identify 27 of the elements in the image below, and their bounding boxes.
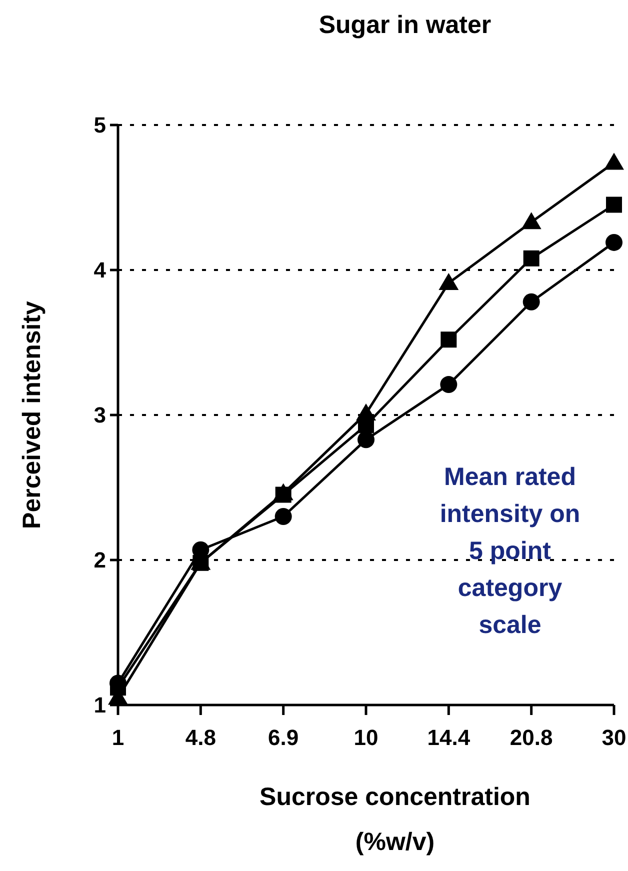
x-tick-label: 10 xyxy=(354,725,378,750)
y-tick-label: 1 xyxy=(94,692,106,718)
point xyxy=(604,152,624,170)
x-tick-label: 14.4 xyxy=(427,725,471,750)
point xyxy=(274,508,292,525)
point xyxy=(606,196,622,213)
x-tick-label: 4.8 xyxy=(185,725,216,750)
point xyxy=(522,293,540,310)
y-tick-label: 5 xyxy=(94,112,106,138)
point xyxy=(440,376,458,394)
chart-title: Sugar in water xyxy=(318,11,492,39)
x-tick-label: 30 xyxy=(602,725,626,750)
point xyxy=(523,250,540,266)
point xyxy=(521,212,542,230)
x-tick-label: 6.9 xyxy=(268,725,299,750)
y-tick-label: 2 xyxy=(94,548,106,573)
point xyxy=(358,431,374,448)
annotation: Mean rated intensity on 5 point category scale xyxy=(440,463,580,639)
y-axis-title: Perceived intensity xyxy=(18,300,46,529)
x-axis-title: Sucrose concentration (%w/v) xyxy=(260,783,530,856)
point xyxy=(438,273,459,290)
y-tick-label: 4 xyxy=(94,258,107,283)
point xyxy=(606,234,622,251)
y-tick-label: 3 xyxy=(94,402,106,428)
x-tick-label: 20.8 xyxy=(510,725,553,750)
x-tick-label: 1 xyxy=(112,725,124,750)
point xyxy=(440,332,457,348)
